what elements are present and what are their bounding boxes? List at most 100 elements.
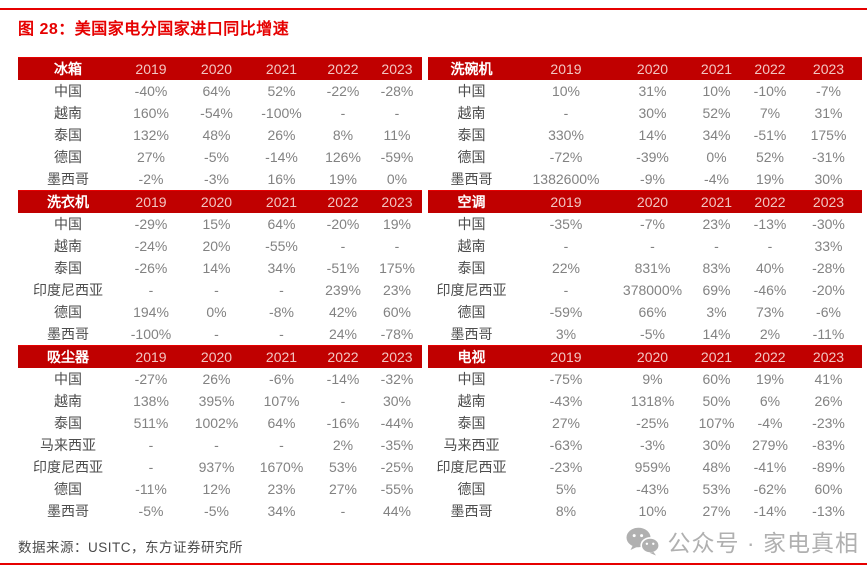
value-cell: 1670% — [259, 459, 304, 475]
table-header-row: 空调 2019 2020 2021 2022 2023 — [428, 190, 862, 213]
table-row: 泰国 330% 14% 34% -51% 175% — [428, 124, 862, 146]
table-row: 印度尼西亚 -23% 959% 48% -41% -89% — [428, 456, 862, 478]
country-label: 墨西哥 — [450, 326, 493, 342]
value-cell: 330% — [548, 127, 584, 143]
value-cell: 83% — [702, 260, 731, 276]
value-cell: -89% — [812, 459, 845, 475]
value-cell: 2% — [332, 437, 354, 453]
table-row: 越南 -43% 1318% 50% 6% 26% — [428, 390, 862, 412]
value-cell: 1382600% — [532, 171, 600, 187]
value-cell: -2% — [138, 171, 164, 187]
value-cell: 126% — [325, 149, 361, 165]
value-cell: - — [214, 282, 219, 298]
table-row: 中国 -27% 26% -6% -14% -32% — [18, 368, 422, 390]
value-cell: -16% — [326, 415, 360, 431]
value-cell: 52% — [702, 105, 731, 121]
value-cell: -35% — [549, 216, 583, 232]
country-label: 德国 — [54, 304, 82, 320]
value-cell: -41% — [753, 459, 787, 475]
table-header-row: 电视 2019 2020 2021 2022 2023 — [428, 345, 862, 368]
country-label: 泰国 — [54, 415, 82, 431]
value-cell: 27% — [328, 481, 358, 497]
value-cell: 73% — [755, 304, 785, 320]
value-cell: 23% — [267, 481, 296, 497]
value-cell: 2% — [759, 326, 781, 342]
table-row: 中国 -35% -7% 23% -13% -30% — [428, 213, 862, 235]
value-cell: 138% — [133, 393, 169, 409]
value-cell: - — [148, 459, 154, 475]
value-cell: -13% — [812, 503, 845, 519]
value-cell: -63% — [549, 437, 583, 453]
country-label: 泰国 — [54, 260, 82, 276]
value-cell: 23% — [702, 216, 731, 232]
country-label: 越南 — [54, 393, 82, 409]
value-cell: 19% — [755, 371, 785, 387]
table-row: 越南 138% 395% 107% - 30% — [18, 390, 422, 412]
value-cell: -55% — [265, 238, 298, 254]
year-header: 2020 — [184, 190, 249, 213]
country-label: 越南 — [457, 393, 486, 409]
value-cell: -4% — [704, 171, 729, 187]
country-label: 印度尼西亚 — [436, 282, 507, 298]
value-cell: 175% — [810, 127, 847, 143]
value-cell: 26% — [267, 127, 296, 143]
table-row: 墨西哥 8% 10% 27% -14% -13% — [428, 500, 862, 522]
year-header: 2023 — [372, 345, 422, 368]
value-cell: 23% — [382, 282, 412, 298]
table-row: 泰国 -26% 14% 34% -51% 175% — [18, 257, 422, 279]
country-label: 中国 — [457, 83, 486, 99]
value-cell: 0% — [386, 171, 408, 187]
value-cell: 52% — [755, 149, 785, 165]
year-header: 2019 — [515, 345, 617, 368]
value-cell: - — [279, 282, 284, 298]
table-row: 中国 -40% 64% 52% -22% -28% — [18, 80, 422, 102]
value-cell: - — [394, 105, 400, 121]
year-header: 2023 — [372, 190, 422, 213]
value-cell: 831% — [634, 260, 671, 276]
value-cell: 0% — [206, 304, 227, 320]
value-cell: 30% — [702, 437, 731, 453]
value-cell: -62% — [753, 481, 787, 497]
value-cell: 3% — [555, 326, 577, 342]
value-cell: -55% — [380, 481, 414, 497]
value-cell: -22% — [326, 83, 360, 99]
table-row: 墨西哥 -5% -5% 34% - 44% — [18, 500, 422, 522]
table-row: 印度尼西亚 - 378000% 69% -46% -20% — [428, 279, 862, 301]
watermark-text: 公众号 · 家电真相 — [667, 530, 859, 556]
value-cell: 937% — [198, 459, 235, 475]
wechat-icon — [626, 527, 660, 555]
table-row: 德国 5% -43% 53% -62% 60% — [428, 478, 862, 500]
value-cell: 8% — [555, 503, 577, 519]
value-cell: 175% — [379, 260, 415, 276]
value-cell: -29% — [134, 216, 168, 232]
value-cell: -23% — [812, 415, 845, 431]
appliance-category-label: 冰箱 — [18, 57, 118, 80]
value-cell: 60% — [814, 481, 843, 497]
value-cell: 26% — [202, 371, 231, 387]
value-cell: -26% — [134, 260, 168, 276]
country-label: 德国 — [457, 481, 486, 497]
country-label: 中国 — [457, 216, 486, 232]
value-cell: 16% — [267, 171, 296, 187]
value-cell: 42% — [328, 304, 358, 320]
year-header: 2019 — [118, 57, 184, 80]
country-label: 德国 — [457, 149, 486, 165]
country-label: 泰国 — [54, 127, 82, 143]
value-cell: - — [279, 326, 284, 342]
value-cell: - — [650, 238, 655, 254]
value-cell: 11% — [383, 127, 411, 143]
country-label: 印度尼西亚 — [33, 459, 103, 475]
value-cell: 10% — [638, 503, 667, 519]
value-cell: 12% — [202, 481, 231, 497]
washing-machine-table: 洗衣机 2019 2020 2021 2022 2023 中国 -29% 15% 64% -20% 1… — [18, 190, 422, 345]
country-label: 墨西哥 — [47, 171, 89, 187]
value-cell: 5% — [555, 481, 577, 497]
value-cell: - — [340, 393, 346, 409]
value-cell: 53% — [328, 459, 358, 475]
value-cell: 52% — [267, 83, 296, 99]
value-cell: 44% — [382, 503, 412, 519]
vacuum-cleaner-table: 吸尘器 2019 2020 2021 2022 2023 中国 -27% 26% -6% -14% -… — [18, 345, 422, 522]
appliance-category-label: 洗碗机 — [428, 57, 515, 80]
appliance-category-label: 吸尘器 — [18, 345, 118, 368]
table-row: 印度尼西亚 - - - 239% 23% — [18, 279, 422, 301]
